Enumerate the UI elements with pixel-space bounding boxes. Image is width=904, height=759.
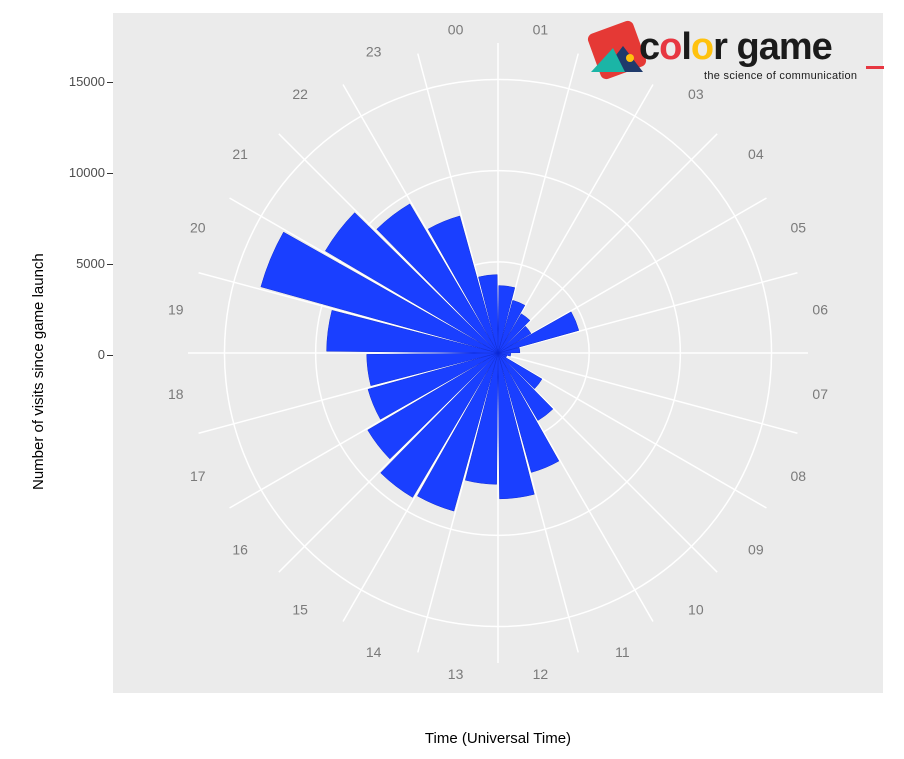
hour-label: 22 <box>292 86 308 102</box>
polar-chart: 0001020304050607080910111213141516171819… <box>0 0 904 754</box>
hour-label: 10 <box>688 602 704 618</box>
polar-svg: 0001020304050607080910111213141516171819… <box>0 0 904 754</box>
hour-label: 14 <box>366 644 382 660</box>
logo-space <box>727 26 737 68</box>
logo-yellow-dot <box>626 54 634 62</box>
logo-letter-o1: o <box>659 26 681 68</box>
grid-spoke <box>498 353 797 433</box>
grid-spoke <box>498 85 653 353</box>
grid-spoke <box>498 54 578 353</box>
logo-letter-c: c <box>639 26 659 68</box>
hour-label: 11 <box>615 644 630 660</box>
hour-label: 20 <box>190 219 206 235</box>
grid-spoke <box>498 198 766 353</box>
hour-label: 19 <box>168 301 184 317</box>
hour-label: 05 <box>790 219 806 235</box>
logo-letter-l: l <box>681 26 691 68</box>
hour-label: 00 <box>448 21 464 37</box>
logo-underline <box>866 66 884 69</box>
grid-spoke <box>498 134 717 353</box>
hour-label: 09 <box>748 542 764 558</box>
logo-letter-o2: o <box>691 26 713 68</box>
grid-spoke <box>498 273 797 353</box>
hour-label: 07 <box>812 386 828 402</box>
logo-wordmark: color game <box>639 26 832 69</box>
page-root: Number of visits since game launch Time … <box>0 0 904 754</box>
hour-label: 15 <box>292 602 308 618</box>
hour-label: 23 <box>366 43 382 59</box>
hour-label: 16 <box>232 542 248 558</box>
hour-label: 04 <box>748 146 764 162</box>
hour-label: 17 <box>190 468 206 484</box>
hour-label: 18 <box>168 386 184 402</box>
brand-logo: color game the science of communication <box>584 8 884 98</box>
logo-letter-r: r <box>713 26 727 68</box>
hour-label: 21 <box>232 146 248 162</box>
hour-label: 01 <box>533 21 549 37</box>
hour-label: 12 <box>533 666 549 682</box>
hour-label: 08 <box>790 468 806 484</box>
logo-word-game: game <box>737 26 832 68</box>
hour-label: 13 <box>448 666 464 682</box>
logo-tagline: the science of communication <box>704 70 857 82</box>
hour-label: 06 <box>812 301 828 317</box>
